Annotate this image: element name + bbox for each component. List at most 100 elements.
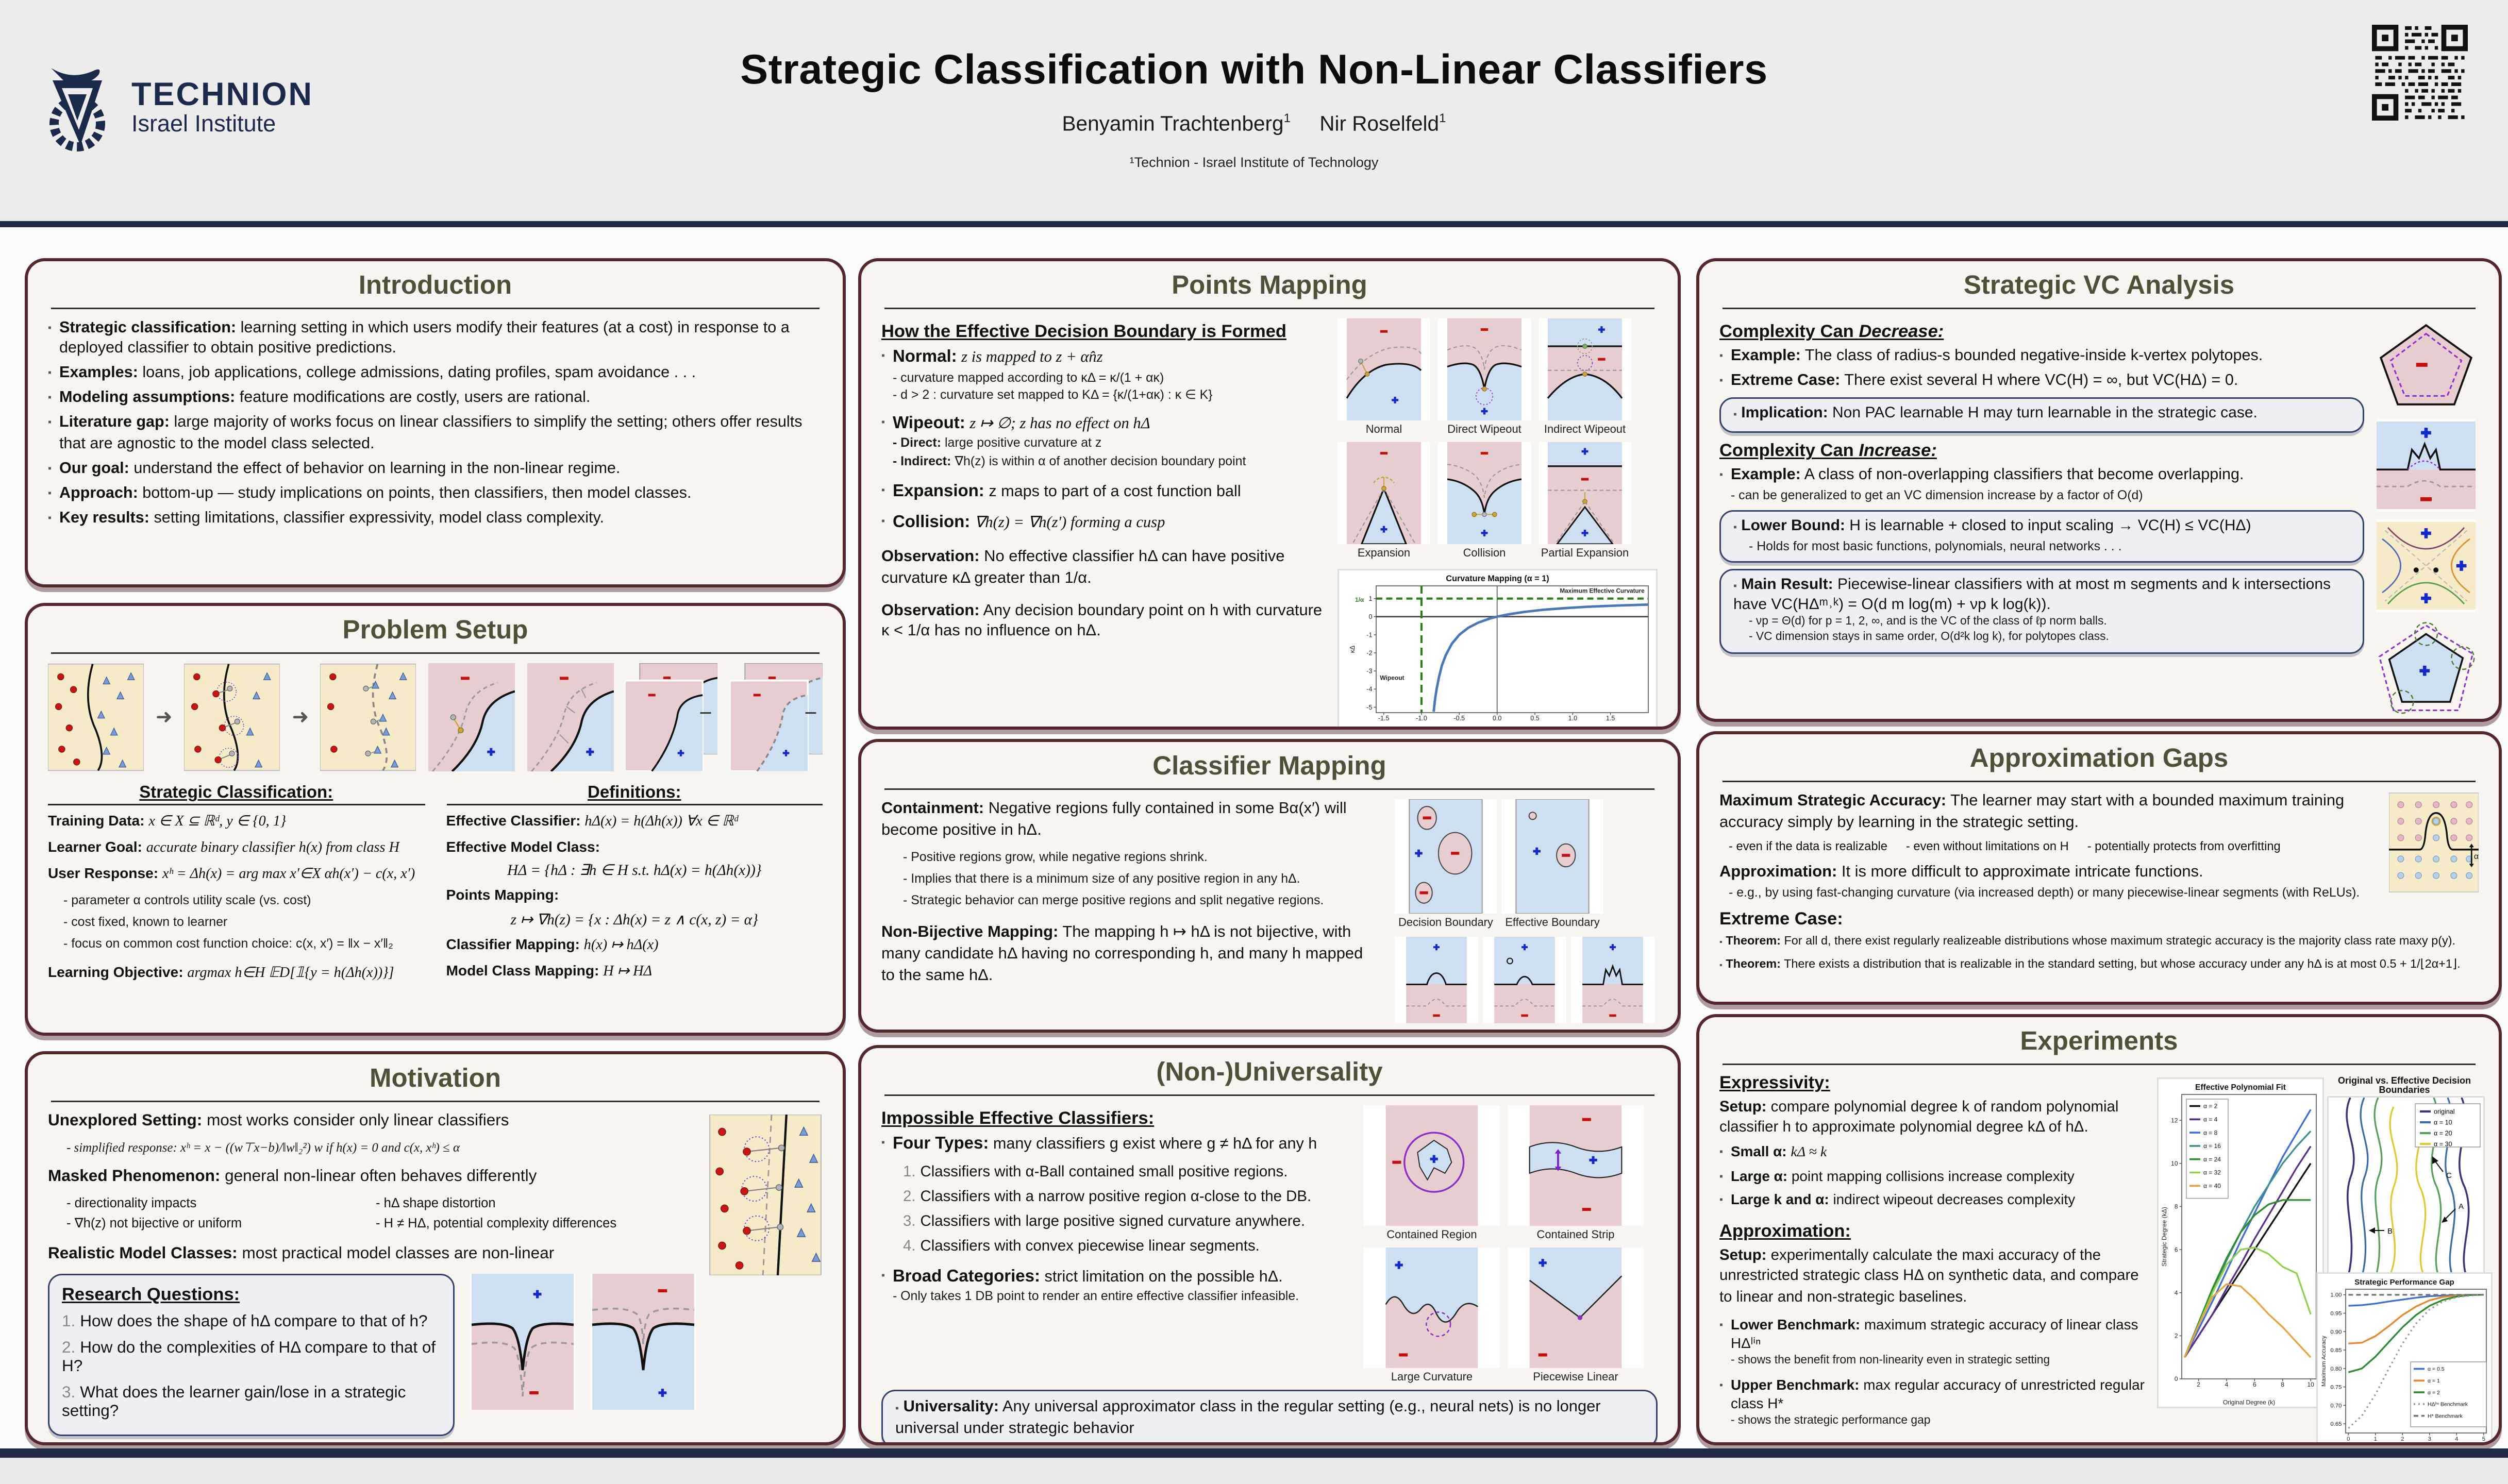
bullet-label: Wipeout: [892,414,965,433]
bullet-label: Large α: [1730,1168,1788,1184]
masked-phenomenon-notes: - directionality impacts - hΔ shape disto… [66,1194,670,1234]
bullet-body: Broad Categories: strict limitation on t… [893,1266,1299,1305]
masked-phenomenon-line: Masked Phenomenon: general non-linear of… [48,1167,823,1188]
fig-caption: Large Curvature [1391,1370,1473,1384]
kv-label: Training Data: [48,812,145,829]
svg-text:Maximum Accuracy: Maximum Accuracy [2321,1336,2327,1387]
note-text: large positive curvature at z [944,435,1102,451]
non-universality-body: Impossible Effective Classifiers: ▪ Four … [881,1105,1658,1384]
effective-boundary-figure [321,663,417,771]
decision-boundary-figure [1395,799,1497,914]
kv-value: most practical model classes are non-lin… [242,1244,555,1263]
bullet-text: z is mapped to z + αn̂z [961,349,1103,366]
ag-label: Maximum Strategic Accuracy: [1719,793,1947,810]
vc-decrease-heading: Complexity Can Decrease: [1719,323,2364,342]
svg-text:2: 2 [2175,1333,2178,1340]
experiments-text: Expressivity: Setup: compare polynomial … [1719,1074,2149,1429]
research-questions-heading: Research Questions: [62,1285,240,1304]
extreme-case-heading: Extreme Case: [1719,910,1843,929]
non-universality-text: Impossible Effective Classifiers: ▪ Four … [881,1105,1348,1384]
kv-label: Masked Phenomenon: [48,1167,221,1186]
bullet-icon: ▪ [1719,351,1723,362]
universality-label: Universality: [903,1399,999,1416]
piecewise-linear-figure [1508,1247,1644,1368]
containment-line: Containment: Negative regions fully cont… [881,799,1379,842]
effective-boundary-small-figure [1501,799,1603,914]
note-text: ∇h(z) is within α of another decision bo… [955,452,1246,468]
author-1: Benyamin Trachtenberg [1062,112,1284,136]
points-mapping-text: How the Effective Decision Boundary is F… [881,318,1325,727]
svg-text:12: 12 [2171,1117,2178,1124]
strategic-response-figure [184,663,280,771]
ex-bullet: ▪ Upper Benchmark: max regular accuracy o… [1719,1375,2149,1429]
svg-text:α = 1: α = 1 [2428,1378,2440,1384]
panel-introduction: Introduction ▪ Strategic classification: … [25,258,846,587]
cm-note: - Implies that there is a minimum size o… [903,870,1300,886]
vc-body: Complexity Can Decrease: ▪ Example: The c… [1719,318,2479,719]
bullet-icon: ▪ [881,1270,885,1281]
strategic-performance-gap-chart: 0 1 2 3 4 5 0.65 0.70 0.75 0.80 0.85 0.90 0.95 1.00 St… [2316,1272,2493,1442]
msa-notes-row: - even if the data is realizable - even … [1729,839,2377,853]
universality-text: Any universal approximator class in the … [895,1399,1601,1438]
ag-note: - even without limitations on H [1905,839,2069,853]
fig-caption: Contained Region [1386,1227,1477,1241]
bullet-text: The class of radius-s bounded negative-i… [1804,348,2263,365]
item-text: Classifiers with convex piecewise linear… [920,1237,1260,1255]
bullet-icon: ▪ [48,368,52,380]
obs-text: No effective classifier hΔ can have posi… [881,548,1285,587]
bullet-text: many classifiers g exist where g ≠ hΔ fo… [993,1136,1317,1153]
bullet-text: large majority of works focus on linear … [59,414,802,453]
bullet-icon: ▪ [881,516,885,528]
svg-text:α = 4: α = 4 [2203,1116,2218,1123]
svg-text:α = 2: α = 2 [2203,1103,2218,1110]
panel-title: Strategic VC Analysis [1963,271,2235,300]
pm-note: - curvature mapped according to κΔ = κ/(… [892,368,1164,384]
bullet-icon: ▪ [48,393,52,404]
bump-variant-figure-2 [1483,937,1566,1023]
box-label: Implication: [1741,406,1828,423]
svg-text:Strategic Degree (kΔ): Strategic Degree (kΔ) [2161,1207,2168,1266]
ag-note: - potentially protects from overfitting [2087,839,2281,853]
theorem-1: ▪ Theorem: For all d, there exist regula… [1719,934,2479,952]
theorem-label: Theorem: [1726,956,1781,971]
panel-title: Approximation Gaps [1969,744,2229,773]
box-label: Lower Bound: [1741,518,1845,535]
annotation-a: A [2459,1202,2464,1211]
svg-text:Wipeout: Wipeout [1380,674,1404,682]
panel-non-universality: (Non-)Universality Impossible Effective … [858,1045,1681,1445]
vc-text: Complexity Can Decrease: ▪ Example: The c… [1719,318,2364,719]
bullet-label: Expansion: [892,482,984,501]
bullet-label: Modeling assumptions: [59,390,236,408]
panel-classifier-mapping: Classifier Mapping Containment: Negative… [858,739,1681,1033]
bullet-label: Strategic classification: [59,320,237,337]
bullet-text: ∇h(z) = ∇h(z′) forming a cusp [974,515,1165,532]
pm-note: - Indirect: ∇h(z) is within α of another… [893,452,1246,470]
fig-caption: Partial Expansion [1541,546,1629,560]
nu-fig: Contained Strip [1508,1105,1644,1241]
svg-text:2: 2 [2197,1381,2200,1388]
bullet-body: Upper Benchmark: max regular accuracy of… [1731,1375,2149,1429]
affiliation: ¹Technion - Israel Institute of Technolo… [1129,155,1379,170]
bullet-body: Examples: loans, job applications, colle… [59,364,696,384]
classifier-mapping-figures: Decision Boundary Effective Boundary [1395,799,1658,1023]
pm-fig: Normal [1337,318,1430,436]
pm-fig-row-2: Expansion Collision [1337,442,1658,560]
bullet-body: Modeling assumptions: feature modificati… [59,389,590,409]
kv-label: Realistic Model Classes: [48,1244,238,1263]
non-universality-figures: Contained Region Contained Strip [1364,1105,1658,1384]
decision-boundaries-chart: Original vs. Effective Decision Boundari… [2327,1077,2485,1281]
poster-header: TECHNION Israel Institute Strategic Clas… [0,0,2508,227]
box-text: Piecewise-linear classifiers with at mos… [1733,577,2331,614]
bullet-body: Large k and α: indirect wipeout decrease… [1731,1191,2075,1211]
panel-title: Points Mapping [1172,271,1367,300]
svg-text:-1.5: -1.5 [1378,715,1390,722]
bullet-label: Four Types: [892,1135,989,1153]
author-1-sup: 1 [1283,111,1291,125]
pm-bullet: ▪ Normal: z is mapped to z + αn̂z - curva… [881,346,1325,403]
bullet-text: z ↦ ∅; z has no effect on hΔ [969,415,1150,433]
chart-title: Original vs. Effective Decision Boundari… [2337,1077,2471,1096]
item-text: Classifiers with a narrow positive regio… [920,1188,1312,1205]
kv-value: xʰ = Δh(x) = arg max x′∈X αh(x′) − c(x, … [162,868,415,884]
approximation-line: Approximation: It is more difficult to a… [1719,862,2479,884]
bullet-label: Example: [1730,348,1801,365]
